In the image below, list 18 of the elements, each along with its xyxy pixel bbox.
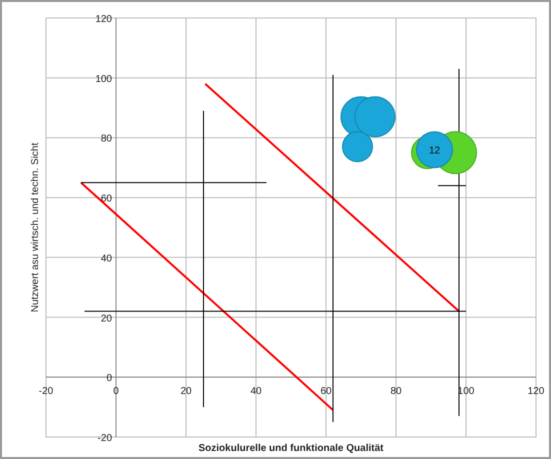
y-axis-title: Nutzwert asu wirtsch. und techn. Sicht bbox=[30, 142, 41, 312]
x-tick-label: 0 bbox=[113, 386, 120, 398]
x-tick-label: 120 bbox=[528, 386, 545, 398]
annotation: 12 bbox=[428, 146, 440, 157]
y-tick-label: 20 bbox=[100, 313, 112, 324]
y-tick-label: 100 bbox=[95, 74, 112, 85]
x-tick-label: 20 bbox=[180, 386, 192, 398]
y-tick-label: 80 bbox=[100, 134, 112, 145]
y-tick-label: 0 bbox=[106, 373, 112, 384]
y-tick-label: 60 bbox=[100, 194, 112, 205]
y-tick-label: -20 bbox=[98, 433, 112, 444]
y-tick-label: 40 bbox=[100, 253, 112, 264]
x-axis-title: Soziokulurelle und funktionale Qualität bbox=[198, 443, 384, 454]
x-tick-label: 60 bbox=[320, 386, 332, 398]
x-tick-label: -20 bbox=[38, 386, 54, 398]
x-tick-label: 40 bbox=[250, 386, 262, 398]
y-tick-label: 120 bbox=[95, 14, 112, 25]
x-tick-label: 80 bbox=[390, 386, 402, 398]
